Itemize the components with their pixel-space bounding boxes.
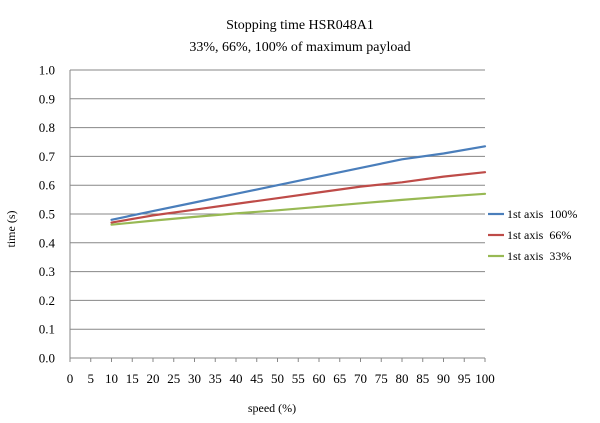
y-tick-label: 0.5 — [39, 207, 55, 222]
y-tick-label: 0.6 — [39, 178, 56, 193]
x-tick-label: 5 — [88, 371, 95, 386]
series-line-2 — [110, 171, 487, 224]
x-tick-label: 55 — [292, 371, 305, 386]
x-tick-label: 0 — [67, 371, 74, 386]
chart-subtitle: 33%, 66%, 100% of maximum payload — [189, 40, 410, 55]
x-tick-label: 70 — [354, 371, 367, 386]
x-tick-label: 35 — [209, 371, 222, 386]
y-tick-label: 0.8 — [39, 120, 55, 135]
legend-label-3: 1st axis 33% — [507, 249, 571, 263]
x-tick-label: 20 — [147, 371, 160, 386]
chart-title: Stopping time HSR048A1 — [226, 18, 374, 33]
x-tick-label: 30 — [188, 371, 201, 386]
x-tick-label: 80 — [396, 371, 409, 386]
y-tick-label: 0.7 — [39, 149, 56, 164]
x-tick-label: 60 — [313, 371, 326, 386]
series-line-3 — [110, 192, 487, 226]
y-tick-label: 1.0 — [39, 63, 55, 78]
x-tick-label: 95 — [458, 371, 471, 386]
x-tick-label: 45 — [250, 371, 263, 386]
y-tick-labels: 0.0 0.1 0.2 0.3 0.4 0.5 0.6 0.7 0.8 0.9 1.0 — [39, 63, 56, 366]
x-tick-label: 65 — [333, 371, 346, 386]
x-tick-label: 50 — [271, 371, 284, 386]
y-tick-label: 0.9 — [39, 91, 55, 106]
y-tick-label: 0.4 — [39, 235, 56, 250]
x-tick-label: 40 — [230, 371, 243, 386]
y-tick-label: 0.2 — [39, 293, 55, 308]
y-tick-label: 0.0 — [39, 351, 55, 366]
x-tick-label: 75 — [375, 371, 388, 386]
gridlines — [70, 69, 485, 359]
legend: 1st axis 100% 1st axis 66% 1st axis 33% — [488, 207, 577, 263]
x-axis-label: speed (%) — [248, 401, 296, 415]
y-tick-label: 0.3 — [39, 264, 55, 279]
legend-label-2: 1st axis 66% — [507, 228, 571, 242]
x-tick-label: 85 — [416, 371, 429, 386]
x-tick-label: 10 — [105, 371, 118, 386]
axes — [69, 70, 486, 362]
series-lines — [110, 145, 487, 226]
legend-label-1: 1st axis 100% — [507, 207, 577, 221]
y-tick-label: 0.1 — [39, 322, 55, 337]
x-tick-label: 100 — [475, 371, 495, 386]
x-tick-labels: 0 5 10 15 20 25 30 35 40 45 50 55 60 65 70 75 80 85 90 95 10… — [67, 371, 495, 386]
x-tick-label: 90 — [437, 371, 450, 386]
x-tick-label: 15 — [126, 371, 139, 386]
y-axis-label: time (s) — [4, 211, 18, 248]
series-line-1 — [110, 145, 487, 221]
x-tick-label: 25 — [167, 371, 180, 386]
